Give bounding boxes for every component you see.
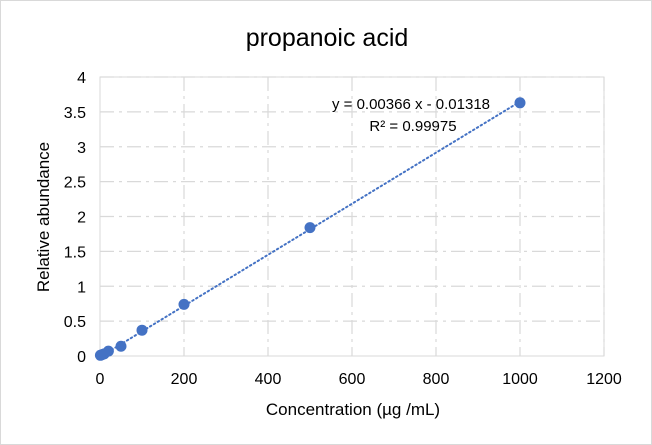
y-tick-label-7: 3.5	[64, 105, 86, 122]
data-point-3	[102, 345, 114, 357]
x-tick-label-5: 1000	[502, 371, 538, 388]
y-tick-label-6: 3	[77, 140, 86, 157]
trendline-r-squared: R² = 0.99975	[369, 118, 456, 135]
y-axis-ticks: 0 0.5 1 1.5 2 2.5 3 3.5 4	[64, 70, 86, 366]
chart-title: propanoic acid	[246, 24, 409, 52]
data-points	[94, 97, 526, 361]
x-axis-title: Concentration (µg /mL)	[266, 400, 440, 419]
x-tick-label-1: 200	[171, 371, 198, 388]
data-point-8	[514, 97, 526, 109]
x-tick-label-0: 0	[96, 371, 105, 388]
trendline	[99, 100, 521, 358]
x-tick-label-2: 400	[255, 371, 282, 388]
y-tick-label-5: 2.5	[64, 175, 86, 192]
trendline-equation: y = 0.00366 x - 0.01318	[332, 96, 490, 113]
y-tick-label-2: 1	[77, 279, 86, 296]
x-tick-label-4: 800	[423, 371, 450, 388]
data-point-7	[304, 222, 316, 234]
plot-area-border	[99, 76, 605, 357]
x-axis-ticks: 0 200 400 600 800 1000 1200	[96, 371, 622, 388]
grid	[100, 76, 605, 356]
y-axis-title: Relative abundance	[34, 142, 53, 292]
data-point-5	[136, 324, 148, 336]
y-tick-label-8: 4	[77, 70, 86, 87]
x-tick-label-6: 1200	[586, 371, 622, 388]
y-tick-label-3: 1.5	[64, 244, 86, 261]
data-point-6	[178, 298, 190, 310]
y-tick-label-0: 0	[77, 349, 86, 366]
y-tick-label-4: 2	[77, 210, 86, 227]
data-point-4	[115, 340, 127, 352]
x-tick-label-3: 600	[339, 371, 366, 388]
y-tick-label-1: 0.5	[64, 314, 86, 331]
